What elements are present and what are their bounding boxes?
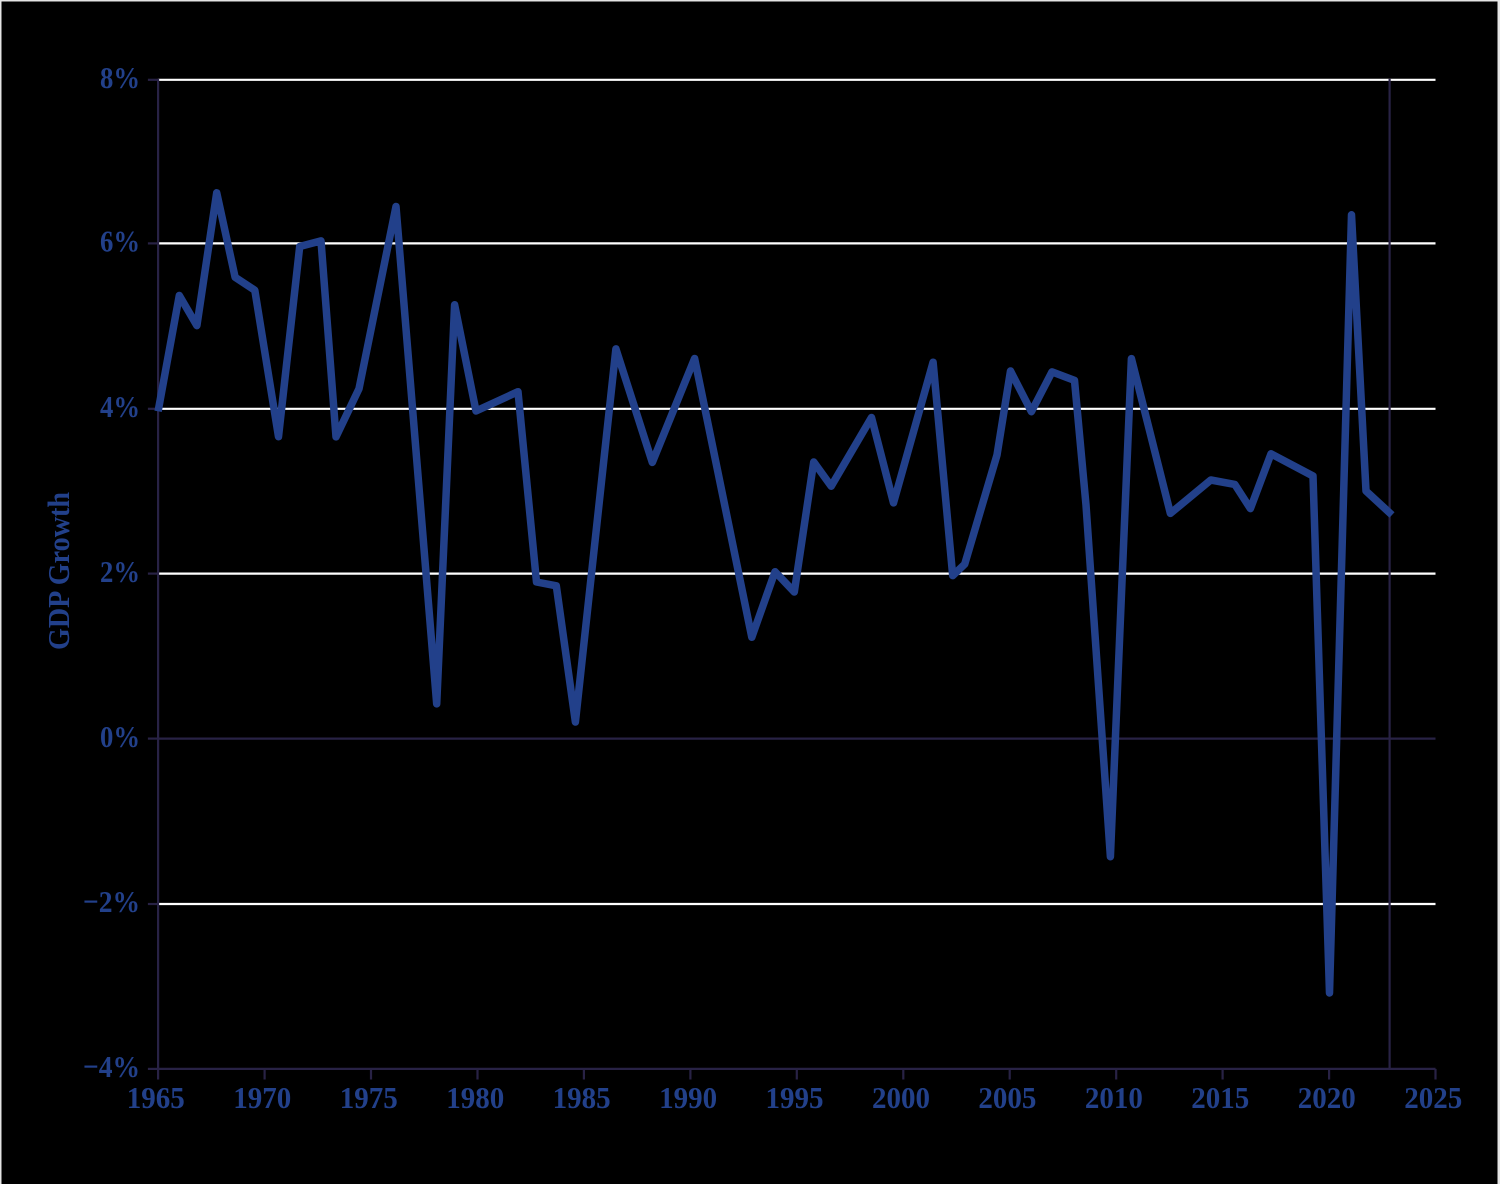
svg-text:2%: 2% xyxy=(100,554,140,589)
svg-text:1970: 1970 xyxy=(233,1080,291,1115)
svg-text:4%: 4% xyxy=(100,389,140,424)
svg-text:GDP Growth: GDP Growth xyxy=(41,492,76,650)
svg-text:1985: 1985 xyxy=(553,1080,611,1115)
svg-text:−2%: −2% xyxy=(83,884,140,919)
svg-text:2025: 2025 xyxy=(1404,1080,1462,1115)
svg-text:2005: 2005 xyxy=(978,1080,1036,1115)
svg-text:8%: 8% xyxy=(100,60,140,95)
svg-text:2020: 2020 xyxy=(1298,1080,1356,1115)
svg-text:1990: 1990 xyxy=(659,1080,717,1115)
svg-text:0%: 0% xyxy=(100,719,140,754)
svg-text:1980: 1980 xyxy=(446,1080,504,1115)
svg-text:1995: 1995 xyxy=(766,1080,824,1115)
svg-text:−4%: −4% xyxy=(83,1049,140,1084)
svg-text:6%: 6% xyxy=(100,224,140,259)
svg-text:2010: 2010 xyxy=(1085,1080,1143,1115)
svg-text:2000: 2000 xyxy=(872,1080,930,1115)
svg-text:1965: 1965 xyxy=(127,1080,185,1115)
svg-text:2015: 2015 xyxy=(1191,1080,1249,1115)
svg-text:1975: 1975 xyxy=(340,1080,398,1115)
